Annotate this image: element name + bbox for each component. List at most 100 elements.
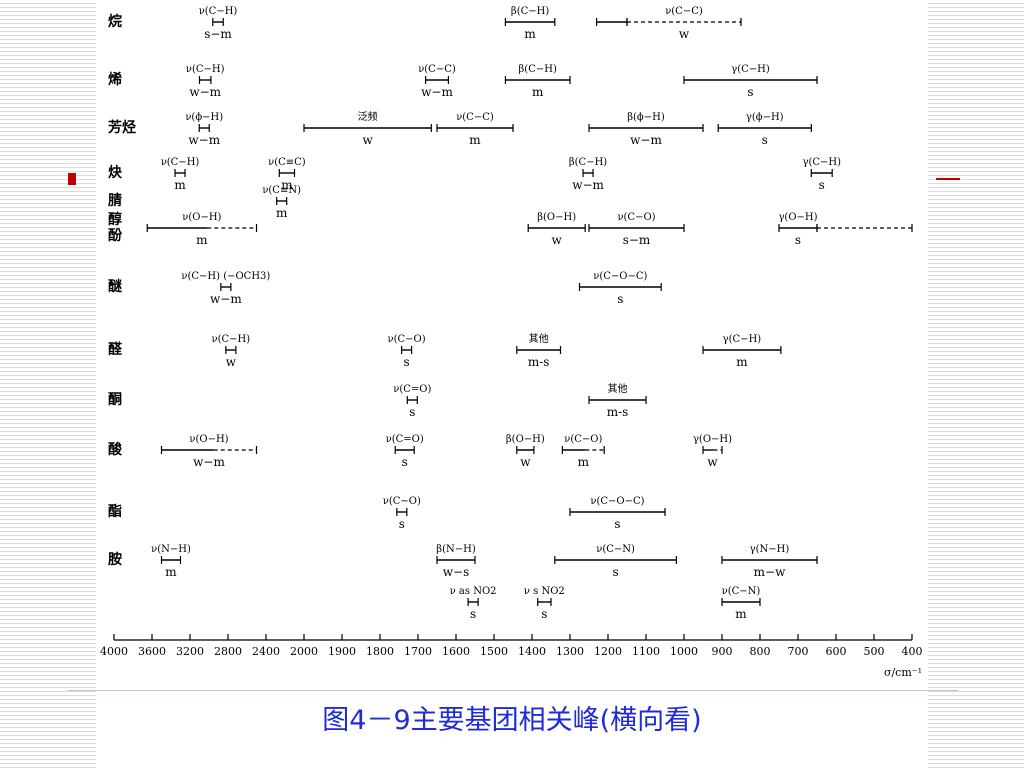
intensity-label: s (613, 565, 619, 579)
range-label: ν(O−H) (182, 212, 221, 223)
intensity-label: m (196, 233, 208, 247)
intensity-label: w−m (188, 133, 220, 147)
range-bar: 其他 m-s (516, 332, 562, 369)
range-label: γ(O−H) (693, 434, 732, 445)
range-label: ν(C−H) (−OCH3) (181, 271, 270, 282)
range-bar: 泛频 w (303, 110, 432, 147)
x-tick-label: 700 (788, 645, 809, 658)
group-row: 醇酚 ν(O−H) m β(O−H) w ν(C−O) s−m γ(O−H) s (108, 211, 913, 247)
range-label: ν s NO2 (524, 586, 565, 597)
intensity-label: m (578, 455, 590, 469)
group-label: 酸 (108, 441, 123, 458)
range-bar: β(O−H) w (506, 434, 545, 469)
range-label: β(C−H) (519, 64, 557, 75)
x-tick-label: 500 (864, 645, 885, 658)
intensity-label: w−m (630, 133, 662, 147)
range-label: ν(C=O) (393, 384, 431, 395)
range-label: ν(C−H) (199, 6, 238, 17)
range-bar: ν(C−O−C) s (578, 271, 662, 306)
group-label: 酯 (108, 503, 122, 520)
x-tick-label: 1400 (518, 645, 546, 658)
range-bar: ν(C−C) m (436, 112, 514, 147)
x-tick-label: 2000 (290, 645, 318, 658)
range-bar: γ(C−H) s (802, 157, 841, 192)
range-bar: ν(ϕ−H) w−m (185, 112, 223, 147)
group-label: 胺 (108, 551, 122, 568)
intensity-label: s (614, 517, 620, 531)
intensity-label: m (736, 355, 748, 369)
range-label: ν as NO2 (450, 586, 497, 597)
range-bar: ν(C−H) w−m (186, 64, 225, 99)
range-label: ν(C−O) (617, 212, 655, 223)
intensity-label: w (520, 455, 531, 469)
range-label: ν(C≡N) (262, 185, 301, 196)
range-bar: ν(O−H) m (146, 212, 258, 247)
range-label: γ(C−H) (723, 334, 762, 345)
range-label: 泛频 (358, 110, 378, 123)
range-bar: ν(C≡C) m (268, 157, 306, 192)
range-bar: ν(N−H) m (151, 544, 191, 579)
range-label: 其他 (608, 382, 628, 395)
group-label: 炔 (108, 165, 122, 181)
group-row: 酸 ν(O−H) w−m ν(C=O) s β(O−H) w ν(C−O) m γ(O−H) w (108, 434, 732, 469)
intensity-label: s (402, 455, 408, 469)
range-label: ν(C−H) (186, 64, 225, 75)
intensity-label: m (524, 27, 536, 41)
range-bar: ν(C−O) s−m (588, 212, 685, 247)
x-tick-label: 1500 (480, 645, 508, 658)
intensity-label: s (762, 133, 768, 147)
intensity-label: w−m (210, 292, 242, 306)
range-bar: γ(N−H) m−w (721, 544, 818, 579)
range-label: ν(C−N) (596, 544, 635, 555)
right-stripe-decoration (928, 0, 1024, 768)
x-tick-label: 1600 (442, 645, 470, 658)
group-row: 醛 ν(C−H) w ν(C−O) s 其他 m-s γ(C−H) m (108, 332, 782, 369)
range-label: ν(O−H) (189, 434, 228, 445)
range-label: γ(C−H) (731, 64, 770, 75)
range-label: β(ϕ−H) (627, 112, 665, 123)
group-label: 腈 (108, 192, 122, 209)
range-label: ν(C−H) (161, 157, 200, 168)
intensity-label: s (795, 233, 801, 247)
x-axis: σ/cm⁻¹ 4000 3600 3200 2800 2400 2000 1900 1800 1… (100, 634, 923, 679)
x-tick-label: 1700 (404, 645, 432, 658)
intensity-label: s (617, 292, 623, 306)
intensity-label: w (707, 455, 718, 469)
range-bar: ν(C−N) s (554, 544, 678, 579)
x-tick-label: 600 (826, 645, 847, 658)
range-label: γ(N−H) (750, 544, 790, 555)
range-bar: γ(O−H) w (693, 434, 732, 469)
range-bar: β(ϕ−H) w−m (588, 112, 704, 147)
group-label: 酮 (108, 392, 122, 408)
x-tick-label: 400 (902, 645, 923, 658)
intensity-label: m-s (528, 355, 550, 369)
accent-line (936, 178, 960, 180)
x-tick-label: 1100 (632, 645, 660, 658)
range-bar: 其他 m-s (588, 382, 647, 419)
range-label: γ(C−H) (802, 157, 841, 168)
range-label: ν(C−N) (722, 586, 761, 597)
left-stripe-decoration (0, 0, 96, 768)
range-label: ν(C≡C) (268, 157, 306, 168)
intensity-label: m−w (754, 565, 786, 579)
x-tick-label: 1200 (594, 645, 622, 658)
group-row: 腈 ν(C≡N) m (108, 185, 301, 220)
range-bar: ν(C−N) m (721, 586, 761, 621)
range-bar: ν(C=O) s (386, 434, 424, 469)
intensity-label: w−m (421, 85, 453, 99)
range-bar: β(C−H) w−m (569, 157, 607, 192)
range-bar: γ(C−H) s (683, 64, 818, 99)
group-label: 酚 (108, 228, 123, 244)
range-label: ν(ϕ−H) (185, 112, 223, 123)
intensity-label: m (469, 133, 481, 147)
range-label: γ(ϕ−H) (746, 112, 784, 123)
range-label: ν(C=O) (386, 434, 424, 445)
x-tick-label: 1300 (556, 645, 584, 658)
intensity-label: m (281, 178, 293, 192)
group-label: 芳烃 (108, 119, 136, 136)
range-label: β(O−H) (506, 434, 545, 445)
range-label: ν(C−O−C) (590, 496, 644, 507)
range-bar: ν(C≡N) m (262, 185, 301, 220)
group-row: 酯 ν(C−O) s ν(C−O−C) s (108, 496, 666, 531)
group-row: 酮 ν(C=O) s 其他 m-s (108, 382, 647, 419)
